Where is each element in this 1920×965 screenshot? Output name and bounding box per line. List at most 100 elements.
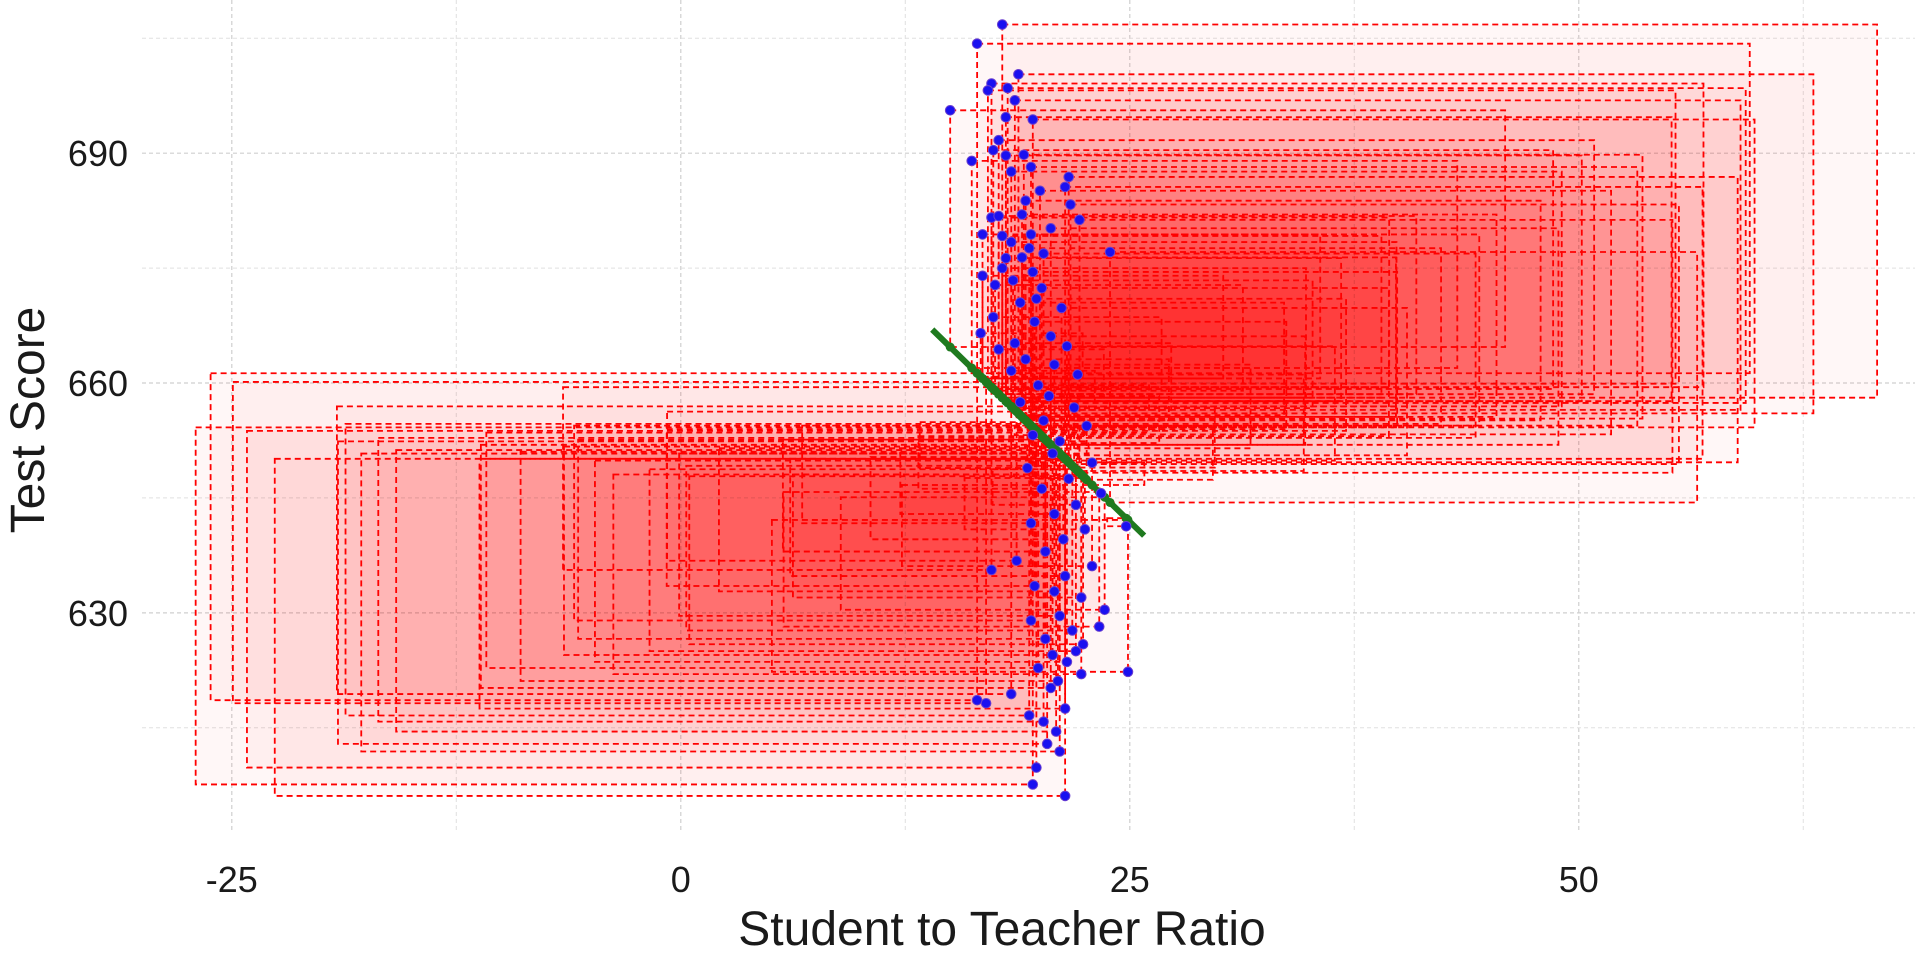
data-point [1075, 215, 1085, 225]
data-point [1015, 298, 1025, 308]
data-point [1003, 83, 1013, 93]
data-point [1064, 474, 1074, 484]
data-point [1062, 341, 1072, 351]
data-point [1006, 237, 1016, 247]
data-point [1068, 626, 1078, 636]
data-point [1024, 243, 1034, 253]
data-point [990, 280, 1000, 290]
data-point [1014, 70, 1024, 80]
data-point [1037, 484, 1047, 494]
data-point [1021, 354, 1031, 364]
data-point [997, 263, 1007, 273]
data-point [1001, 253, 1011, 263]
data-point [1032, 294, 1042, 304]
data-point [1033, 381, 1043, 391]
data-point [994, 345, 1004, 355]
data-point [1082, 421, 1092, 431]
data-point [1071, 646, 1081, 656]
data-point [1001, 112, 1011, 122]
data-point [983, 86, 993, 96]
data-point [1028, 430, 1038, 440]
data-point [1006, 689, 1016, 699]
data-point [1066, 200, 1076, 210]
data-point [972, 39, 982, 49]
residual-square [1092, 463, 1144, 485]
data-point [1037, 283, 1047, 293]
data-point [1039, 717, 1049, 727]
y-tick-label: 660 [68, 363, 128, 404]
data-point [1041, 547, 1051, 557]
x-axis-title: Student to Teacher Ratio [738, 903, 1265, 956]
data-point [1012, 556, 1022, 566]
data-point [1046, 223, 1056, 233]
data-point [1026, 518, 1036, 528]
data-point [1076, 593, 1086, 603]
data-point [1021, 196, 1031, 206]
data-point [1030, 317, 1040, 327]
data-point [1069, 403, 1079, 413]
data-point [1076, 669, 1086, 679]
data-point [1048, 449, 1058, 459]
data-point [1050, 360, 1060, 370]
data-point [1042, 739, 1052, 749]
fitted-point [1088, 481, 1097, 490]
data-point [1071, 500, 1081, 510]
data-point [945, 106, 955, 116]
data-point [1094, 622, 1104, 632]
data-point [1039, 416, 1049, 426]
data-point [1050, 509, 1060, 519]
data-point [1055, 747, 1065, 757]
fitted-point [1043, 437, 1052, 446]
residual-square [275, 459, 1065, 796]
data-point [1073, 370, 1083, 380]
data-point [1060, 182, 1070, 192]
y-axis-title: Test Score [2, 307, 55, 534]
data-point [1035, 186, 1045, 196]
fitted-point [973, 369, 982, 378]
fitted-point [946, 343, 955, 352]
data-point [1055, 436, 1065, 446]
x-tick-label: 0 [671, 859, 691, 900]
data-point [978, 271, 988, 281]
data-point [972, 695, 982, 705]
data-point [1039, 249, 1049, 259]
x-tick-label: 50 [1559, 859, 1599, 900]
data-point [1033, 663, 1043, 673]
fitted-point [1061, 454, 1070, 463]
x-tick-label: 25 [1110, 859, 1150, 900]
data-point [1006, 167, 1016, 177]
data-point [1087, 458, 1097, 468]
data-point [1051, 727, 1061, 737]
y-tick-label: 630 [68, 593, 128, 634]
data-point [1026, 616, 1036, 626]
data-point [1032, 763, 1042, 773]
data-point [1028, 780, 1038, 790]
data-point [1060, 571, 1070, 581]
data-point [1080, 525, 1090, 535]
data-point [1060, 791, 1070, 801]
data-point [1001, 151, 1011, 161]
data-point [1121, 521, 1131, 531]
data-point [1046, 331, 1056, 341]
data-point [1041, 634, 1051, 644]
data-point [1026, 162, 1036, 172]
residual-square [1044, 421, 1085, 438]
data-point [1017, 253, 1027, 263]
data-point [1017, 210, 1027, 220]
data-point [1100, 605, 1110, 615]
data-point [994, 135, 1004, 145]
x-tick-label: -25 [206, 859, 258, 900]
data-point [1096, 489, 1106, 499]
data-point [997, 20, 1007, 30]
data-point [1006, 366, 1016, 376]
data-point [1064, 172, 1074, 182]
data-point [976, 328, 986, 338]
data-point [997, 231, 1007, 241]
data-point [994, 211, 1004, 221]
fitted-point [982, 377, 991, 386]
data-point [1105, 247, 1115, 257]
data-point [1010, 338, 1020, 348]
fitted-point [1077, 470, 1086, 479]
